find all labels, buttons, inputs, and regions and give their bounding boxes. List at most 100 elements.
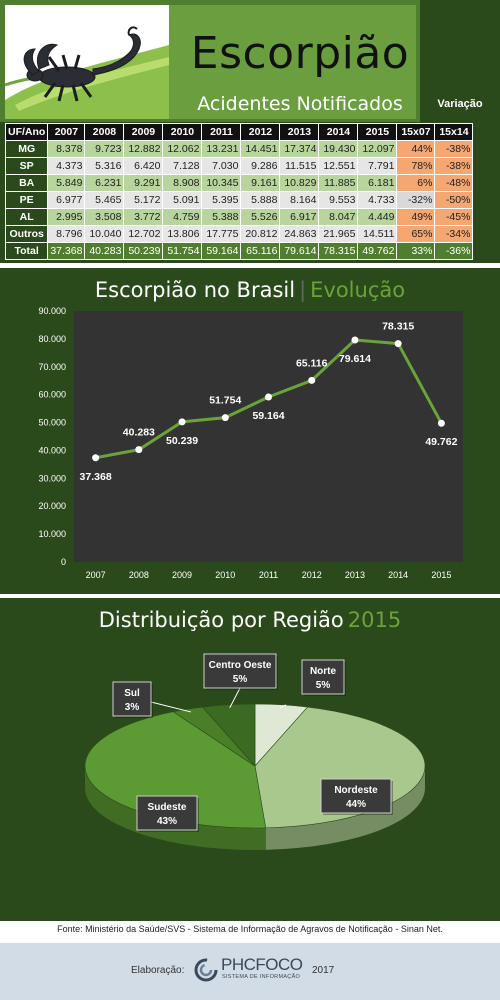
table-row: SP 4.373 5.316 6.420 7.128 7.030 9.286 11.515 12… bbox=[4, 157, 474, 175]
y-tick-label: 20.000 bbox=[38, 501, 66, 511]
table-cell: 12.551 bbox=[318, 157, 359, 175]
data-point bbox=[308, 376, 316, 384]
table-cell: 3.508 bbox=[84, 208, 125, 226]
pie-leader-line bbox=[229, 687, 241, 709]
table-cell: 11.885 bbox=[318, 174, 359, 192]
table-cell: 59.164 bbox=[201, 242, 242, 260]
footer: Elaboração: PHCFOCO SISTEMA DE INFORMAÇÃ… bbox=[0, 943, 500, 1000]
x-tick-label: 2015 bbox=[431, 570, 451, 580]
variation-15x14-cell: -48% bbox=[434, 174, 474, 192]
column-header: 15x14 bbox=[434, 123, 474, 141]
pie-label-name: Nordeste bbox=[334, 785, 378, 796]
scorpion-photo bbox=[5, 5, 169, 119]
variation-15x07-cell: -32% bbox=[396, 191, 436, 209]
table-cell: 8.164 bbox=[279, 191, 320, 209]
column-header: 2007 bbox=[47, 123, 86, 141]
column-header: 2015 bbox=[357, 123, 398, 141]
table-cell: 2.995 bbox=[47, 208, 86, 226]
pie-label-name: Centro Oeste bbox=[209, 660, 272, 671]
plot-area bbox=[74, 311, 463, 562]
table-row: Outros 8.796 10.040 12.702 13.806 17.775 20.81… bbox=[4, 225, 474, 243]
x-tick-label: 2013 bbox=[345, 570, 365, 580]
table-cell: 79.614 bbox=[279, 242, 320, 260]
table-row: MG 8.378 9.723 12.882 12.062 13.231 14.451 17.3… bbox=[4, 140, 474, 158]
table-cell: 8.378 bbox=[47, 140, 86, 158]
variation-15x14-cell: -45% bbox=[434, 208, 474, 226]
pie-label-value: 43% bbox=[157, 816, 177, 827]
evolution-line-chart: 0 10.000 20.000 30.000 40.000 50.000 60.000 70.… bbox=[38, 306, 463, 580]
data-label: 37.368 bbox=[80, 471, 112, 483]
region-chart-panel: Distribuição por Região 2015 Norte 5% Norde… bbox=[0, 598, 500, 921]
phcfoco-logo-icon bbox=[194, 958, 218, 982]
evolution-title-main: Escorpião no Brasil bbox=[94, 278, 296, 302]
y-tick-label: 30.000 bbox=[38, 473, 66, 483]
table-cell: 11.515 bbox=[279, 157, 320, 175]
pie-slice-side bbox=[265, 766, 425, 850]
page-subtitle: Acidentes Notificados bbox=[197, 93, 403, 115]
data-label: 50.239 bbox=[166, 435, 198, 447]
data-label: 59.164 bbox=[252, 410, 284, 422]
table-cell: 12.702 bbox=[123, 225, 164, 243]
elaboration-year: 2017 bbox=[312, 965, 335, 976]
data-label: 51.754 bbox=[209, 395, 241, 407]
y-tick-label: 50.000 bbox=[38, 418, 66, 428]
column-header: 2008 bbox=[84, 123, 125, 141]
pie-label-value: 44% bbox=[346, 799, 366, 810]
x-tick-label: 2012 bbox=[302, 570, 322, 580]
pie-label-box bbox=[112, 681, 152, 717]
pie-slice bbox=[201, 703, 256, 767]
pie-label-value: 5% bbox=[233, 674, 248, 685]
table-cell: 50.239 bbox=[123, 242, 164, 260]
logo-subtitle: SISTEMA DE INFORMAÇÃO bbox=[222, 974, 301, 980]
variation-label: Variação bbox=[437, 98, 483, 110]
table-cell: 19.430 bbox=[318, 140, 359, 158]
table-cell: 10.040 bbox=[84, 225, 125, 243]
table-cell: 6.917 bbox=[279, 208, 320, 226]
x-tick-label: 2010 bbox=[215, 570, 235, 580]
x-tick-label: 2009 bbox=[172, 570, 192, 580]
table-row: AL 2.995 3.508 3.772 4.759 5.388 5.526 6.917 8.0… bbox=[4, 208, 474, 226]
page-title: Escorpião bbox=[190, 28, 410, 79]
variation-15x14-cell: -38% bbox=[434, 157, 474, 175]
region-title-main: Distribuição por Região bbox=[98, 608, 344, 632]
table-cell: 49.762 bbox=[357, 242, 398, 260]
table-cell: 13.806 bbox=[162, 225, 203, 243]
table-cell: 6.420 bbox=[123, 157, 164, 175]
pie-slice bbox=[84, 711, 267, 829]
region-title: Distribuição por Região 2015 bbox=[0, 608, 500, 632]
table-cell: 12.882 bbox=[123, 140, 164, 158]
header: Escorpião Acidentes Notificados Variação bbox=[0, 0, 500, 122]
table-cell: 4.449 bbox=[357, 208, 398, 226]
row-label: MG bbox=[4, 140, 49, 158]
column-header: 2009 bbox=[123, 123, 164, 141]
data-point bbox=[92, 454, 100, 462]
column-header: 2010 bbox=[162, 123, 203, 141]
table-cell: 14.451 bbox=[240, 140, 281, 158]
row-label: Outros bbox=[4, 225, 49, 243]
table-cell: 5.316 bbox=[84, 157, 125, 175]
table-cell: 7.030 bbox=[201, 157, 242, 175]
table-cell: 5.091 bbox=[162, 191, 203, 209]
y-tick-label: 0 bbox=[61, 557, 66, 567]
table-cell: 12.062 bbox=[162, 140, 203, 158]
variation-15x07-cell: 33% bbox=[396, 242, 436, 260]
table-cell: 6.977 bbox=[47, 191, 86, 209]
table-cell: 78.315 bbox=[318, 242, 359, 260]
data-label: 40.283 bbox=[123, 427, 155, 439]
y-tick-label: 60.000 bbox=[38, 390, 66, 400]
table-cell: 9.286 bbox=[240, 157, 281, 175]
table-cell: 4.373 bbox=[47, 157, 86, 175]
column-header: 2011 bbox=[201, 123, 242, 141]
table-cell: 4.733 bbox=[357, 191, 398, 209]
pie-label-box bbox=[301, 659, 345, 695]
variation-15x07-cell: 65% bbox=[396, 225, 436, 243]
pie-label-value: 3% bbox=[125, 702, 140, 713]
table-cell: 3.772 bbox=[123, 208, 164, 226]
data-label: 78.315 bbox=[382, 321, 414, 333]
table-cell: 5.388 bbox=[201, 208, 242, 226]
region-pie-chart: Norte 5% Nordeste 44% Sudeste 43% Sul 3% Centro … bbox=[84, 653, 426, 850]
evolution-title-accent: Evolução bbox=[310, 278, 406, 302]
data-label: 65.116 bbox=[296, 357, 328, 369]
region-title-accent: 2015 bbox=[347, 608, 402, 632]
variation-15x14-cell: -38% bbox=[434, 140, 474, 158]
